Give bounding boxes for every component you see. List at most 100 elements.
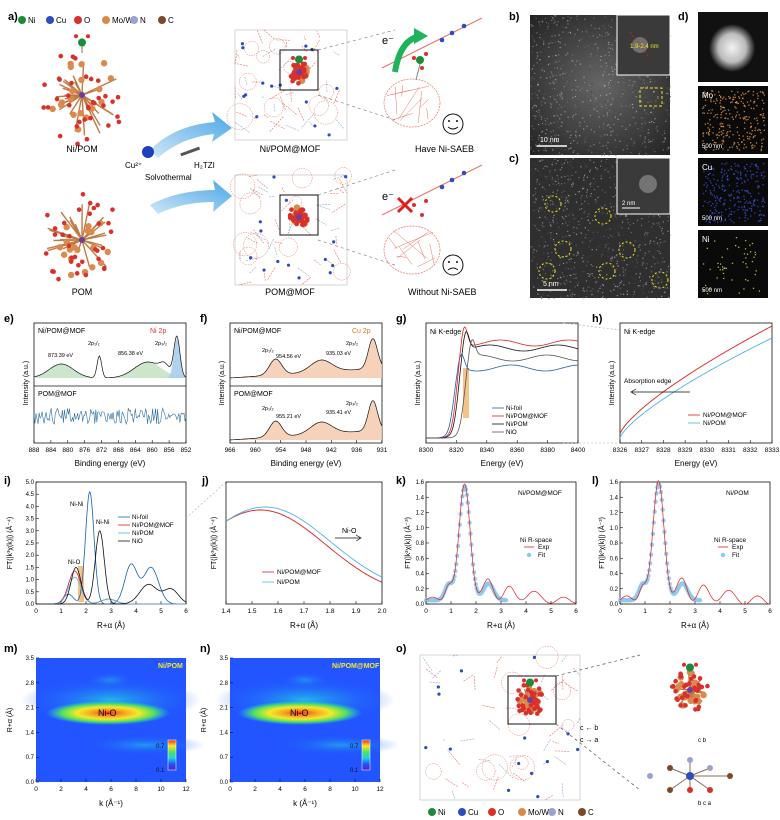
xps-cu-s2p2: 935.41 eV bbox=[326, 410, 351, 416]
y-tick-label: 0.8 bbox=[416, 541, 425, 547]
x-tick-label: 8331 bbox=[721, 447, 736, 454]
tzi-label: H₂TZI bbox=[194, 161, 215, 170]
exafs-zoom-legend-0: Ni/POM@MOF bbox=[277, 569, 321, 576]
happy-face-icon bbox=[442, 113, 464, 135]
wt-m-ylabel: R+α (Å) bbox=[5, 708, 14, 732]
eds-ni-scale: 500 nm bbox=[702, 288, 722, 294]
y-tick-label: 0.2 bbox=[416, 587, 425, 593]
inset-b-size: 1.9-2.4 nm bbox=[630, 44, 659, 50]
x-tick-label: 852 bbox=[181, 447, 192, 454]
xps-ni-peak2: 856.38 eV bbox=[118, 351, 143, 357]
legend-atom-c bbox=[158, 16, 166, 24]
x-tick-label: 4 bbox=[524, 608, 528, 615]
x-tick-label: 1.6 bbox=[273, 608, 282, 615]
x-tick-label: 8332 bbox=[743, 447, 758, 454]
rspace-l-title: Ni R-space bbox=[714, 537, 747, 544]
atom-circle-0 bbox=[544, 195, 562, 213]
xps-cu-sample2: POM@MOF bbox=[234, 391, 273, 398]
electron-label-2: e⁻ bbox=[382, 191, 394, 203]
wt-n-ann: Ni-O bbox=[290, 708, 309, 718]
x-tick-label: 4 bbox=[718, 608, 722, 615]
xanes-title: Ni K-edge bbox=[430, 329, 461, 336]
panel-d-label: d) bbox=[678, 11, 689, 23]
x-tick-label: 0 bbox=[424, 608, 428, 615]
eds-cu-label: Cu bbox=[702, 163, 712, 172]
y-tick-label: 1.2 bbox=[610, 511, 619, 517]
panel-m-label: m) bbox=[4, 643, 18, 655]
exafs-ylabel: FT(|k³χ(k)|) (Å⁻⁴) bbox=[5, 517, 14, 570]
eds-map-ni bbox=[698, 230, 768, 298]
rspace-l-ylabel: FT(|k²χ(k)|) (Å⁻³) bbox=[597, 517, 606, 569]
exafs-line-0 bbox=[36, 490, 186, 605]
x-tick-label: 1 bbox=[59, 608, 63, 615]
y-tick-label: 1.6 bbox=[416, 480, 425, 486]
y-tick-label: 3.5 bbox=[220, 656, 229, 662]
panel-f-label: f) bbox=[200, 313, 208, 325]
x-tick-label: 931 bbox=[377, 447, 388, 454]
x-tick-label: 872 bbox=[96, 447, 107, 454]
exafs-zoom-frame bbox=[225, 481, 383, 605]
legend-atom-c bbox=[578, 808, 586, 816]
xps-ni-sat1: 2p₁/₂ bbox=[88, 341, 100, 347]
exafs-zoom-legend-1: Ni/POM bbox=[277, 579, 300, 586]
atom-circle-1 bbox=[594, 207, 612, 225]
pom-label: POM bbox=[72, 287, 93, 297]
y-tick-label: 1.4 bbox=[220, 730, 229, 736]
eds-map-cu bbox=[698, 158, 768, 226]
x-tick-label: 12 bbox=[182, 786, 190, 793]
y-tick-label: 0.2 bbox=[610, 587, 619, 593]
reaction-arrow-bottom bbox=[150, 180, 232, 214]
sad-face-icon bbox=[442, 254, 464, 276]
atom-circle-3 bbox=[618, 241, 636, 259]
legend-label-n: N bbox=[140, 16, 146, 25]
single-atom-markers bbox=[538, 195, 669, 289]
x-tick-label: 8 bbox=[328, 786, 332, 793]
xps-cu-s1p2: 935.03 eV bbox=[326, 351, 351, 357]
tzi-linker-structure bbox=[647, 757, 733, 793]
x-tick-label: 1 bbox=[643, 608, 647, 615]
xps-cu-sample1: Ni/POM@MOF bbox=[234, 328, 281, 335]
electron-label-1: e⁻ bbox=[382, 35, 394, 47]
wt-n-colorbar bbox=[361, 739, 371, 771]
y-tick-label: 2.1 bbox=[26, 706, 35, 712]
x-tick-label: 868 bbox=[113, 447, 124, 454]
x-tick-label: 8380 bbox=[540, 447, 555, 454]
atom-circle-6 bbox=[651, 271, 669, 289]
atom-circle-5 bbox=[598, 262, 616, 280]
x-tick-label: 1.9 bbox=[351, 608, 360, 615]
x-tick-label: 5 bbox=[549, 608, 553, 615]
rspace-k-title: Ni R-space bbox=[520, 537, 553, 544]
x-tick-label: 0 bbox=[34, 608, 38, 615]
inset-c-scale: 2 nm bbox=[622, 201, 635, 207]
y-tick-label: 1.6 bbox=[610, 480, 619, 486]
xps-cu-tag: Cu 2p bbox=[352, 328, 371, 335]
mof-highlight-box bbox=[279, 49, 319, 91]
wt-heatmap-m bbox=[21, 658, 205, 782]
x-tick-label: 8320 bbox=[449, 447, 464, 454]
eds-ni-label: Ni bbox=[702, 235, 710, 244]
rspace-l-xlabel: R+α (Å) bbox=[681, 621, 709, 630]
legend-label-mo-w: Mo/W bbox=[528, 808, 549, 817]
y-tick-label: 1.2 bbox=[416, 511, 425, 517]
ni-pom-cluster-side-view bbox=[515, 662, 710, 716]
y-tick-label: 0.7 bbox=[220, 755, 229, 761]
xanes-zoom-legend-1: Ni/POM bbox=[703, 420, 726, 427]
xanes-legend-0: Ni-foil bbox=[506, 405, 522, 412]
y-tick-label: 2.0 bbox=[26, 553, 35, 559]
x-tick-label: 1.5 bbox=[247, 608, 256, 615]
xps-cu-a2: 2p₁/₂ bbox=[262, 406, 274, 412]
y-tick-label: 2.8 bbox=[26, 681, 35, 687]
y-tick-label: 1.5 bbox=[26, 565, 35, 571]
pom-cluster bbox=[43, 191, 115, 282]
xps-cu-ylabel: Intensity (a.u.) bbox=[219, 361, 226, 405]
legend-atom-cu bbox=[458, 808, 466, 816]
panel-i-label: i) bbox=[4, 475, 11, 487]
absorption-edge-label: Absorption edge bbox=[624, 378, 672, 385]
legend-label-cu: Cu bbox=[56, 16, 66, 25]
legend-label-cu: Cu bbox=[468, 808, 478, 817]
xanes-legend-3: NiO bbox=[506, 429, 517, 436]
legend-atom-mo-w bbox=[102, 16, 110, 24]
xanes-legend-1: Ni/POM@MOF bbox=[506, 413, 548, 420]
wt-m-colorbar bbox=[167, 739, 177, 771]
panel-n-label: n) bbox=[200, 643, 211, 655]
